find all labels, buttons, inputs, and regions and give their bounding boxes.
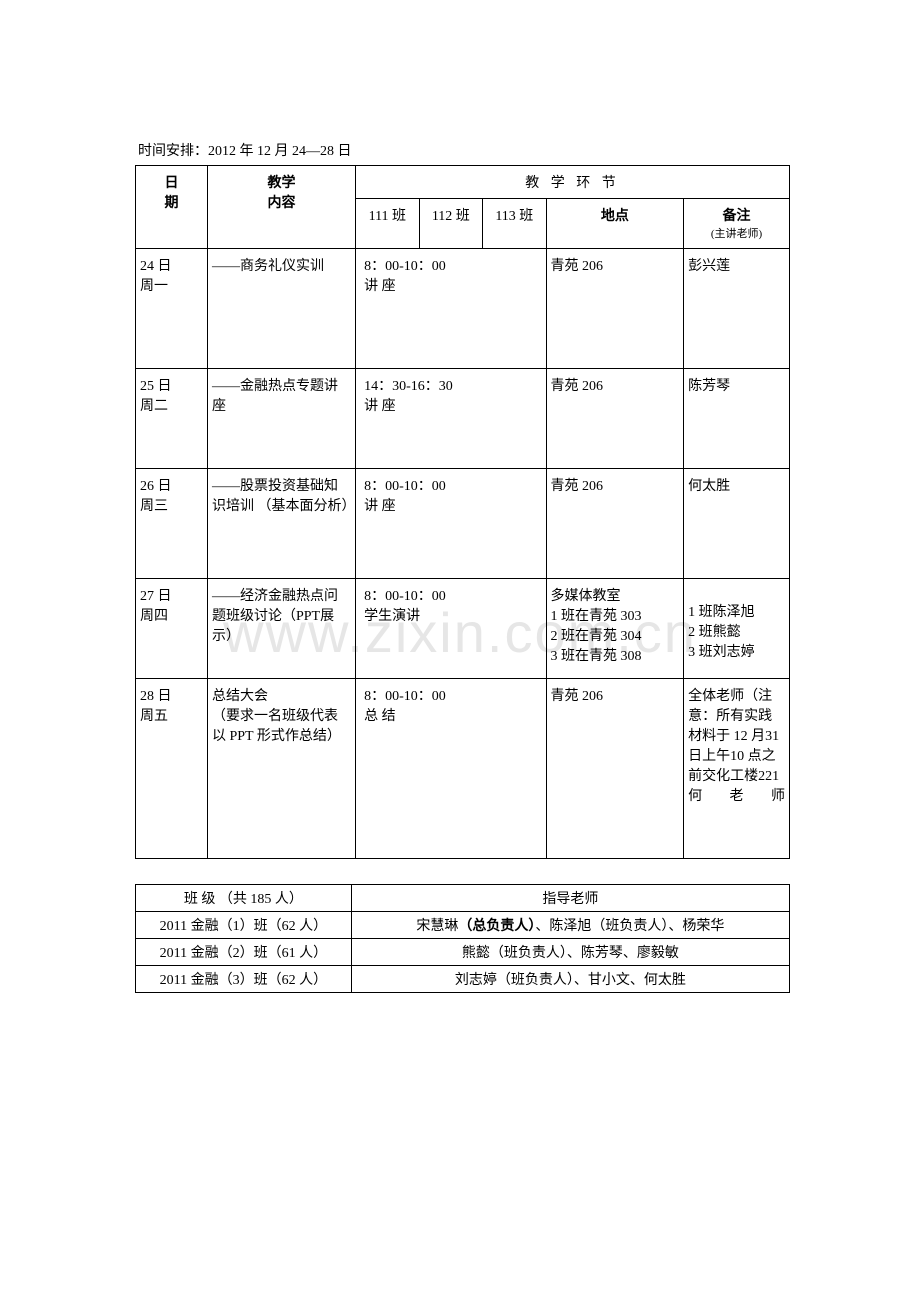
cell-date: 28 日 周五 — [136, 679, 208, 859]
cell-remark: 彭兴莲 — [684, 249, 790, 369]
cell-content: ——金融热点专题讲座 — [207, 369, 355, 469]
cell-date: 24 日 周一 — [136, 249, 208, 369]
teacher-pre: 宋慧琳 — [416, 919, 458, 934]
advisor-table: 班 级 （共 185 人） 指导老师 2011 金融（1）班（62 人） 宋慧琳… — [135, 884, 790, 993]
cell-location: 青苑 206 — [546, 469, 684, 579]
cell-activity: 8：00-10：00 学生演讲 — [356, 579, 546, 679]
advisor-row: 2011 金融（1）班（62 人） 宋慧琳（总负责人）、陈泽旭（班负责人）、杨荣… — [136, 912, 790, 939]
advisor-teacher: 刘志婷（班负责人）、甘小文、何太胜 — [351, 966, 789, 993]
content-wrapper: 时间安排：2012 年 12 月 24—28 日 日 期 教学 内容 教 学 环… — [135, 140, 790, 993]
table-row: 27 日 周四 ——经济金融热点问题班级讨论（PPT展示） 8：00-10：00… — [136, 579, 790, 679]
remark-note: (主讲老师) — [711, 228, 762, 240]
cell-content: ——商务礼仪实训 — [207, 249, 355, 369]
advisor-row: 2011 金融（3）班（62 人） 刘志婷（班负责人）、甘小文、何太胜 — [136, 966, 790, 993]
table-header-row: 日 期 教学 内容 教 学 环 节 — [136, 166, 790, 199]
cell-activity: 8：00-10：00 讲 座 — [356, 249, 546, 369]
cell-activity: 8：00-10：00 总 结 — [356, 679, 546, 859]
advisor-teacher: 熊懿（班负责人）、陈芳琴、廖毅敏 — [351, 939, 789, 966]
table-row: 28 日 周五 总结大会 （要求一名班级代表以 PPT 形式作总结） 8：00-… — [136, 679, 790, 859]
cell-location: 多媒体教室 1 班在青苑 303 2 班在青苑 304 3 班在青苑 308 — [546, 579, 684, 679]
advisor-header-row: 班 级 （共 185 人） 指导老师 — [136, 885, 790, 912]
remark-label: 备注 — [723, 209, 751, 224]
advisor-row: 2011 金融（2）班（61 人） 熊懿（班负责人）、陈芳琴、廖毅敏 — [136, 939, 790, 966]
advisor-header-class: 班 级 （共 185 人） — [136, 885, 352, 912]
cell-remark: 陈芳琴 — [684, 369, 790, 469]
cell-location: 青苑 206 — [546, 369, 684, 469]
subheader-remark: 备注 (主讲老师) — [684, 199, 790, 249]
cell-activity: 8：00-10：00 讲 座 — [356, 469, 546, 579]
advisor-class: 2011 金融（3）班（62 人） — [136, 966, 352, 993]
header-date: 日 期 — [136, 166, 208, 249]
cell-date: 26 日 周三 — [136, 469, 208, 579]
header-section: 教 学 环 节 — [356, 166, 790, 199]
advisor-class: 2011 金融（2）班（61 人） — [136, 939, 352, 966]
main-schedule-table: 日 期 教学 内容 教 学 环 节 111 班 112 班 113 班 地点 备… — [135, 165, 790, 859]
table-row: 24 日 周一 ——商务礼仪实训 8：00-10：00 讲 座 青苑 206 彭… — [136, 249, 790, 369]
cell-date: 27 日 周四 — [136, 579, 208, 679]
cell-location: 青苑 206 — [546, 679, 684, 859]
table-row: 26 日 周三 ——股票投资基础知识培训 （基本面分析） 8：00-10：00 … — [136, 469, 790, 579]
cell-remark: 何太胜 — [684, 469, 790, 579]
cell-location: 青苑 206 — [546, 249, 684, 369]
schedule-title: 时间安排：2012 年 12 月 24—28 日 — [138, 140, 790, 160]
cell-remark: 1 班陈泽旭 2 班熊懿 3 班刘志婷 — [684, 579, 790, 679]
advisor-header-teacher: 指导老师 — [351, 885, 789, 912]
advisor-teacher: 宋慧琳（总负责人）、陈泽旭（班负责人）、杨荣华 — [351, 912, 789, 939]
teacher-post: 、陈泽旭（班负责人）、杨荣华 — [535, 919, 724, 934]
subheader-class3: 113 班 — [483, 199, 546, 249]
subheader-class2: 112 班 — [419, 199, 482, 249]
header-content: 教学 内容 — [207, 166, 355, 249]
cell-content: ——经济金融热点问题班级讨论（PPT展示） — [207, 579, 355, 679]
subheader-class1: 111 班 — [356, 199, 419, 249]
cell-remark: 全体老师（注意：所有实践材料于 12 月31 日上午10 点之前交化工楼221 … — [684, 679, 790, 859]
cell-date: 25 日 周二 — [136, 369, 208, 469]
subheader-location: 地点 — [546, 199, 684, 249]
teacher-bold: （总负责人） — [458, 919, 535, 934]
advisor-class: 2011 金融（1）班（62 人） — [136, 912, 352, 939]
cell-content: ——股票投资基础知识培训 （基本面分析） — [207, 469, 355, 579]
cell-content: 总结大会 （要求一名班级代表以 PPT 形式作总结） — [207, 679, 355, 859]
cell-activity: 14：30-16：30 讲 座 — [356, 369, 546, 469]
table-row: 25 日 周二 ——金融热点专题讲座 14：30-16：30 讲 座 青苑 20… — [136, 369, 790, 469]
